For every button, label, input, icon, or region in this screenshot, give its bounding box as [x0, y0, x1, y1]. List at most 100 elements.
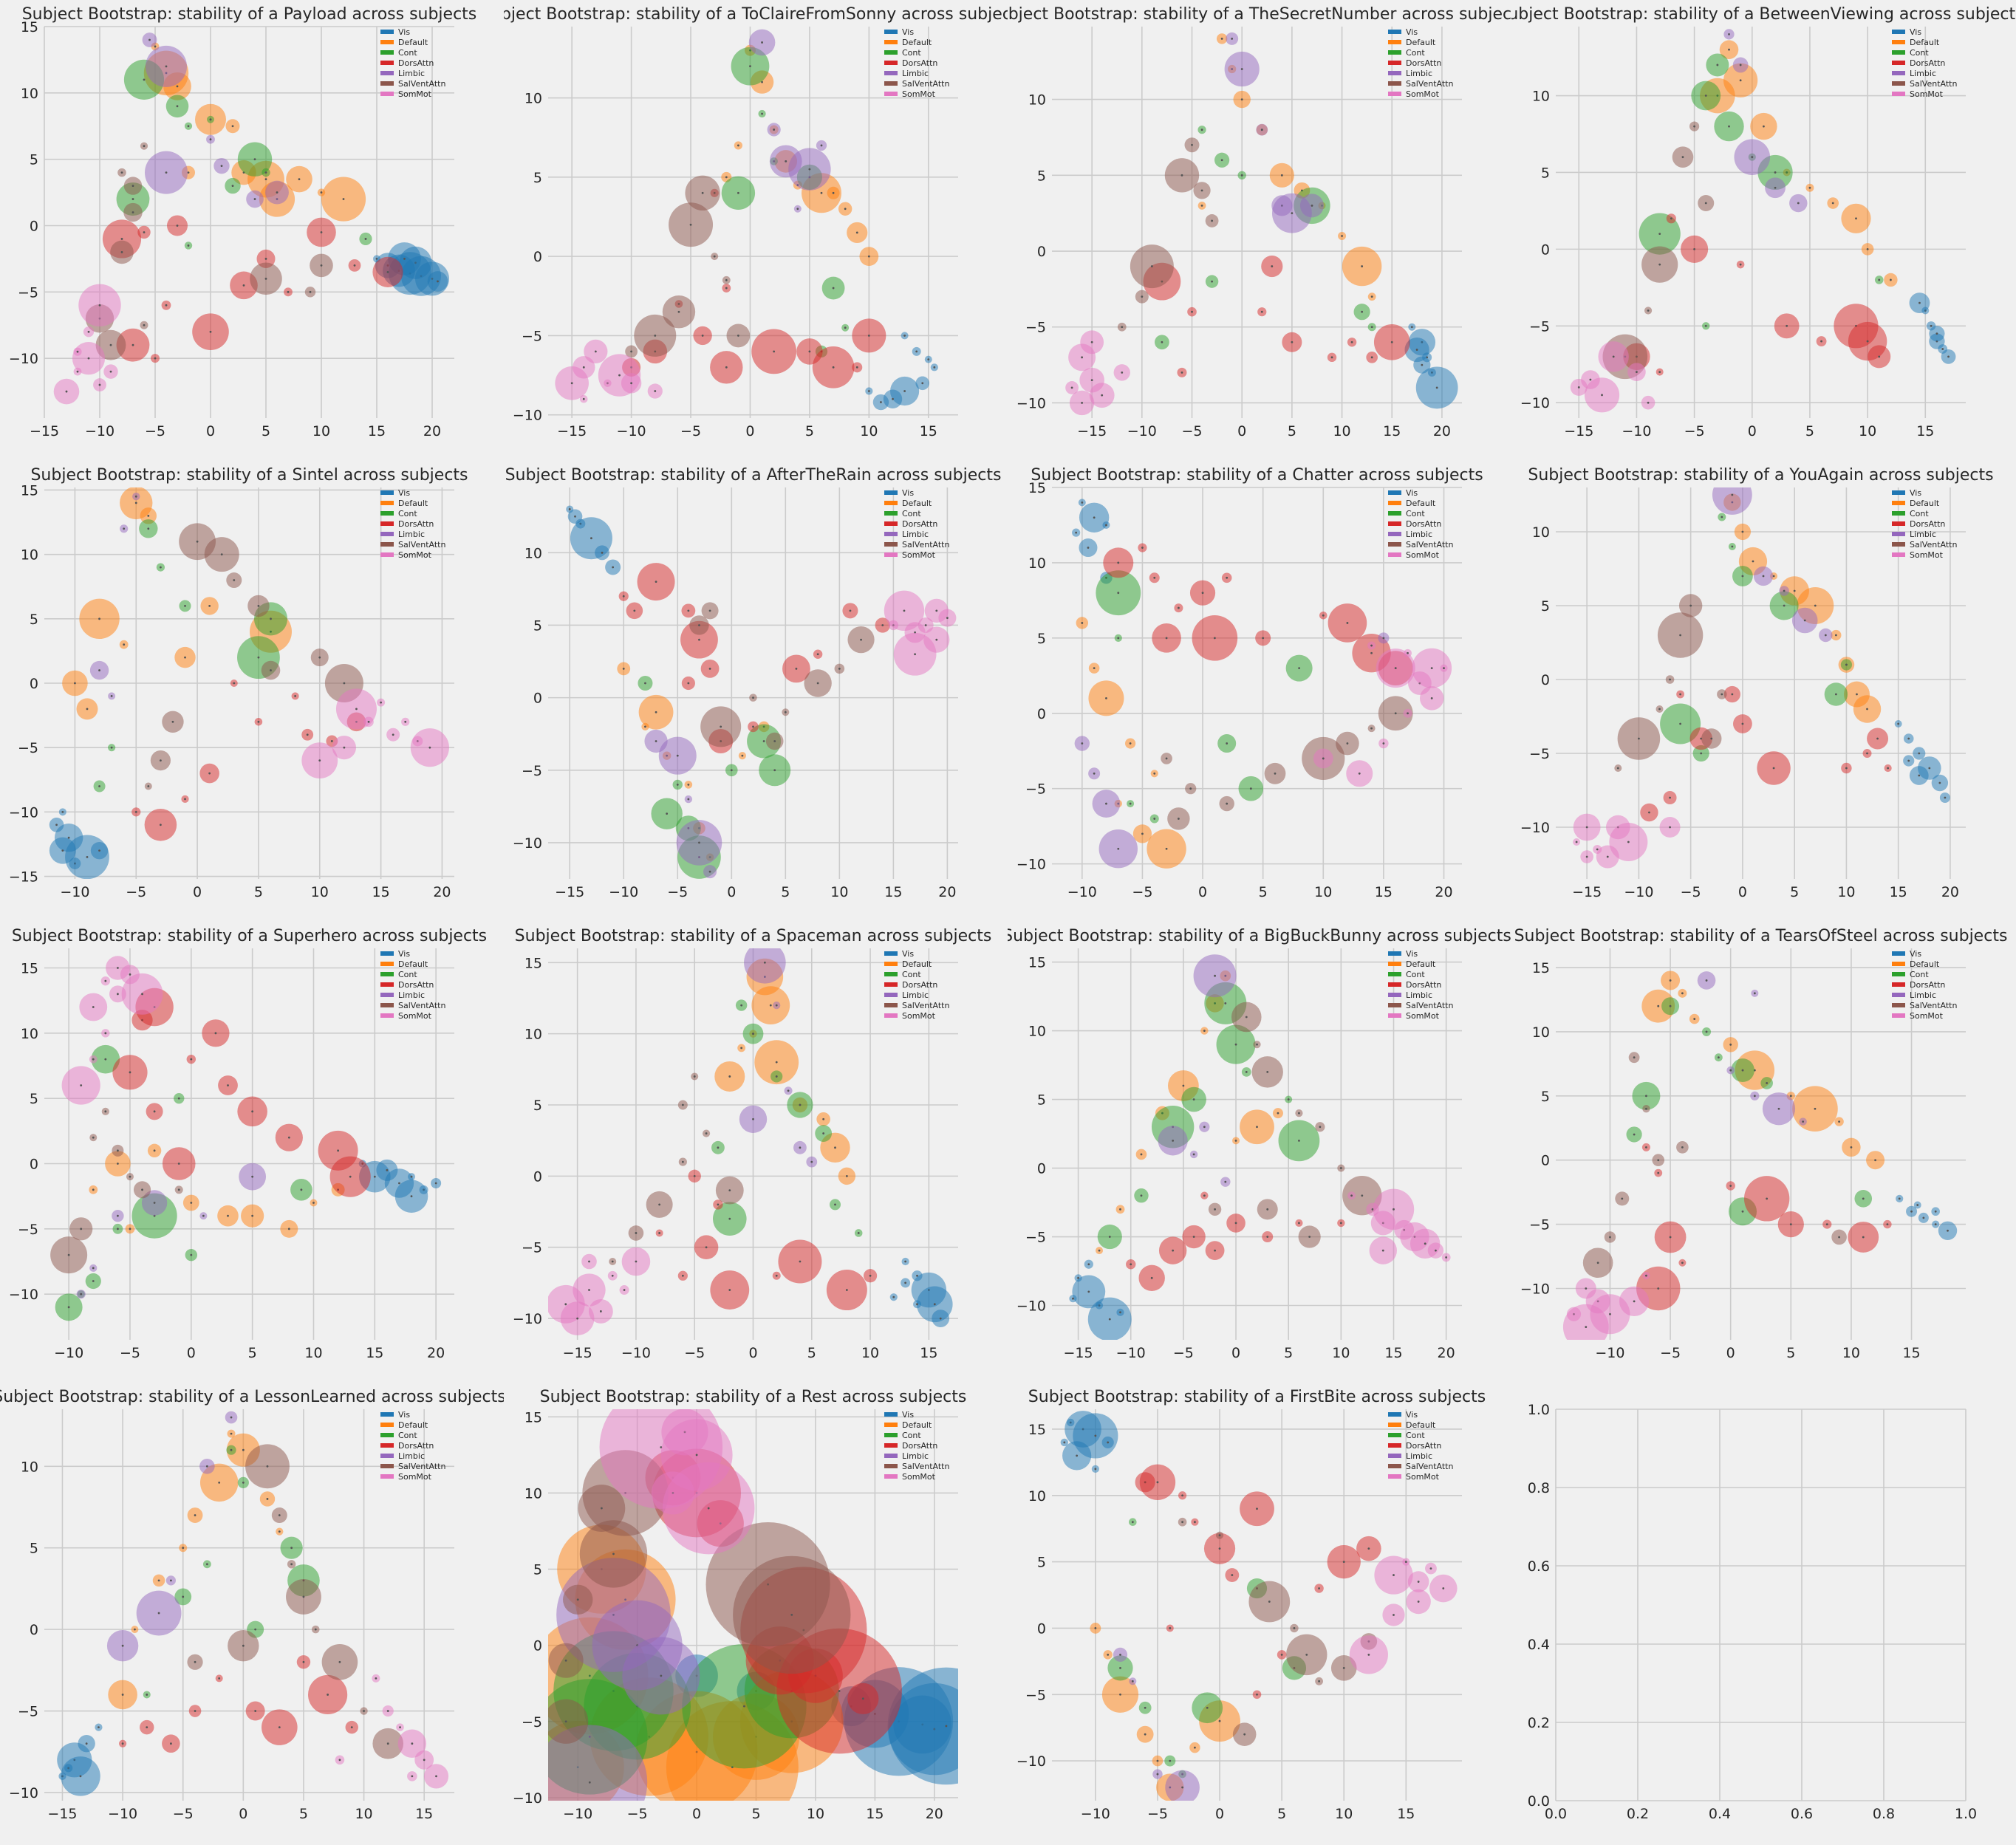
y-tick-label: 15 — [1532, 960, 1550, 976]
point-center — [1203, 1030, 1206, 1032]
legend-label: SalVentAttn — [902, 1001, 949, 1010]
point-center — [1180, 174, 1183, 177]
point-center — [1245, 1016, 1248, 1019]
point-center — [375, 1677, 377, 1680]
point-center — [1298, 1222, 1300, 1225]
point-center — [1753, 1095, 1756, 1098]
y-tick-label: −5 — [18, 1704, 38, 1720]
point-center — [1105, 802, 1107, 805]
point-center — [1076, 1454, 1079, 1457]
subplot-title: Subject Bootstrap: stability of a YouAga… — [1528, 466, 1993, 485]
point-center — [1845, 767, 1848, 770]
x-tick-label: 0 — [1726, 1345, 1735, 1361]
point-center — [1072, 1297, 1074, 1300]
point-center — [270, 617, 272, 620]
legend-swatch — [1892, 1013, 1905, 1018]
point-center — [67, 836, 70, 839]
point-center — [1200, 205, 1203, 207]
point-center — [318, 759, 321, 762]
point-center — [903, 390, 906, 392]
point-center — [1417, 1601, 1420, 1603]
point-center — [92, 1188, 95, 1191]
point-center — [320, 264, 323, 267]
point-center — [1224, 1002, 1227, 1004]
point-center — [1645, 1274, 1647, 1277]
legend-label: DorsAttn — [902, 1441, 937, 1451]
legend-label: Vis — [1406, 488, 1418, 498]
point-center — [153, 1149, 156, 1152]
point-center — [110, 695, 113, 697]
point-center — [1616, 767, 1619, 770]
point-center — [1657, 1004, 1660, 1007]
y-tick-label: 0.6 — [1528, 1558, 1550, 1575]
legend-label: Default — [398, 1420, 428, 1430]
point-center — [1935, 332, 1938, 335]
y-tick-label: 5 — [30, 1091, 38, 1107]
point-center — [1728, 32, 1730, 35]
x-tick-label: −10 — [1622, 423, 1651, 439]
point-center — [564, 1659, 567, 1662]
x-tick-label: −5 — [120, 1345, 140, 1361]
point-center — [1121, 371, 1124, 374]
point-center — [1153, 818, 1156, 820]
point-center — [190, 1253, 193, 1256]
point-center — [1855, 217, 1857, 220]
point-center — [1404, 1561, 1407, 1564]
x-tick-label: −5 — [1684, 423, 1705, 439]
point-center — [914, 653, 916, 656]
point-center — [302, 1660, 305, 1663]
legend-label: SomMot — [1406, 89, 1440, 99]
point-center — [251, 1175, 254, 1178]
x-tick-label: 10 — [311, 884, 329, 900]
point-center — [309, 290, 312, 293]
y-tick-label: 5 — [30, 1541, 38, 1557]
legend-swatch — [1388, 1433, 1401, 1437]
point-center — [1339, 1167, 1342, 1169]
point-center — [104, 979, 107, 982]
y-tick-label: −10 — [513, 1311, 542, 1327]
legend-swatch — [380, 552, 394, 557]
point-center — [927, 358, 930, 361]
y-tick-label: 10 — [524, 1027, 542, 1043]
point-center — [165, 304, 168, 307]
legend: VisDefaultContDorsAttnLimbicSalVentAttnS… — [1892, 949, 1957, 1021]
y-tick-label: 0 — [1037, 1161, 1046, 1177]
y-tick-label: 0.2 — [1528, 1715, 1550, 1731]
point-center — [1866, 752, 1868, 755]
point-center — [1165, 847, 1168, 850]
x-tick-label: 0 — [206, 423, 215, 439]
y-tick-label: 10 — [21, 86, 38, 102]
x-tick-label: −5 — [684, 1345, 705, 1361]
point-center — [61, 810, 64, 813]
point-center — [623, 1289, 626, 1291]
point-center — [654, 390, 657, 392]
x-tick-label: 15 — [1916, 423, 1934, 439]
y-tick-label: 0 — [533, 1638, 542, 1654]
x-tick-label: 20 — [926, 1806, 943, 1822]
x-tick-label: 15 — [884, 884, 902, 900]
point-center — [1101, 394, 1104, 397]
point-center — [1814, 604, 1817, 607]
point-center — [612, 566, 615, 569]
point-center — [355, 708, 358, 711]
point-center — [220, 553, 223, 556]
point-center — [796, 208, 799, 210]
point-center — [1783, 589, 1786, 592]
point-center — [1298, 1112, 1300, 1115]
legend-swatch — [884, 1423, 898, 1427]
point-center — [1944, 796, 1947, 799]
point-center — [337, 1149, 340, 1152]
point-center — [1669, 796, 1671, 799]
point-center — [134, 1628, 136, 1631]
point-center — [693, 1075, 696, 1078]
legend-label: Default — [902, 499, 932, 508]
point-center — [1585, 1287, 1588, 1290]
point-center — [1612, 355, 1615, 358]
point-center — [209, 138, 212, 141]
point-center — [1766, 1082, 1769, 1084]
point-center — [157, 1579, 160, 1582]
legend: VisDefaultContDorsAttnLimbicSalVentAttnS… — [1388, 949, 1453, 1021]
point-center — [1693, 1018, 1696, 1020]
point-center — [278, 1530, 281, 1533]
point-center — [1681, 1146, 1684, 1149]
